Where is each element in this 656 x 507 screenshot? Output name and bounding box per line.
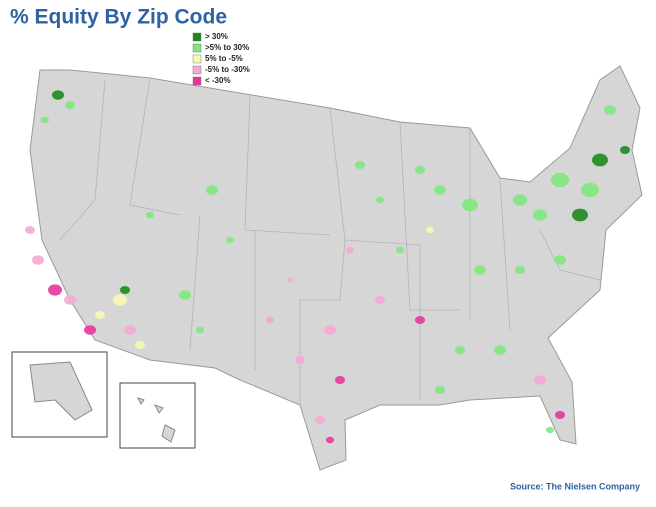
equity-patch bbox=[534, 375, 546, 385]
equity-patch bbox=[494, 345, 506, 355]
equity-patch bbox=[64, 295, 76, 305]
equity-patch bbox=[462, 198, 478, 212]
legend-label: > 30% bbox=[205, 32, 228, 41]
equity-patch bbox=[513, 194, 527, 206]
legend-swatch bbox=[192, 54, 202, 64]
legend-swatch bbox=[192, 65, 202, 75]
equity-patch bbox=[604, 105, 616, 115]
equity-patch bbox=[396, 246, 404, 254]
equity-patch bbox=[555, 411, 565, 419]
equity-patch bbox=[135, 341, 145, 349]
equity-patch bbox=[315, 416, 325, 424]
equity-patch bbox=[41, 116, 49, 124]
equity-patch bbox=[335, 376, 345, 384]
equity-patch bbox=[324, 325, 336, 335]
equity-patch bbox=[179, 290, 191, 300]
equity-patch bbox=[546, 426, 554, 434]
equity-patch bbox=[124, 325, 136, 335]
equity-patch bbox=[295, 356, 305, 364]
equity-patch bbox=[533, 209, 547, 221]
equity-patch bbox=[196, 326, 204, 334]
equity-patch bbox=[25, 226, 35, 234]
legend-label: < -30% bbox=[205, 76, 231, 85]
equity-patch bbox=[434, 185, 446, 195]
equity-patches bbox=[25, 90, 630, 444]
equity-patch bbox=[287, 277, 293, 283]
equity-patch bbox=[266, 316, 274, 324]
equity-patch bbox=[375, 296, 385, 304]
alaska bbox=[29, 361, 93, 421]
legend: > 30% >5% to 30% 5% to -5% -5% to -30% < -30… bbox=[192, 32, 250, 86]
equity-patch bbox=[515, 266, 525, 274]
equity-patch bbox=[572, 208, 588, 222]
equity-patch bbox=[48, 284, 62, 296]
equity-patch bbox=[226, 236, 234, 244]
source-note: Source: The Nielsen Company bbox=[510, 481, 640, 491]
hawaii-inset bbox=[119, 382, 196, 449]
legend-swatch bbox=[192, 43, 202, 53]
equity-patch bbox=[415, 316, 425, 324]
equity-patch bbox=[620, 146, 630, 154]
equity-patch bbox=[120, 286, 130, 294]
legend-swatch bbox=[192, 32, 202, 42]
contiguous-us bbox=[29, 65, 643, 471]
title: % Equity By Zip Code bbox=[10, 6, 227, 29]
legend-swatch bbox=[192, 76, 202, 86]
us-map bbox=[11, 65, 643, 471]
equity-patch bbox=[551, 172, 569, 188]
equity-patch bbox=[455, 346, 465, 354]
equity-patch bbox=[326, 436, 334, 444]
hawaii bbox=[137, 397, 176, 443]
equity-patch bbox=[113, 294, 127, 306]
equity-patch bbox=[474, 265, 486, 275]
equity-patch bbox=[146, 211, 154, 219]
equity-patch bbox=[376, 196, 384, 204]
equity-patch bbox=[592, 153, 608, 167]
equity-patch bbox=[346, 246, 354, 254]
legend-label: -5% to -30% bbox=[205, 65, 250, 74]
equity-patch bbox=[426, 226, 434, 234]
equity-patch bbox=[95, 311, 105, 319]
legend-label: >5% to 30% bbox=[205, 43, 249, 52]
equity-patch bbox=[52, 90, 64, 100]
equity-patch bbox=[415, 166, 425, 174]
equity-patch bbox=[84, 325, 96, 335]
equity-patch bbox=[206, 185, 218, 195]
equity-patch bbox=[32, 255, 44, 265]
legend-label: 5% to -5% bbox=[205, 54, 243, 63]
equity-patch bbox=[581, 182, 599, 198]
equity-patch bbox=[435, 386, 445, 394]
equity-patch bbox=[355, 161, 365, 169]
equity-patch bbox=[554, 255, 566, 265]
equity-patch bbox=[65, 101, 75, 109]
